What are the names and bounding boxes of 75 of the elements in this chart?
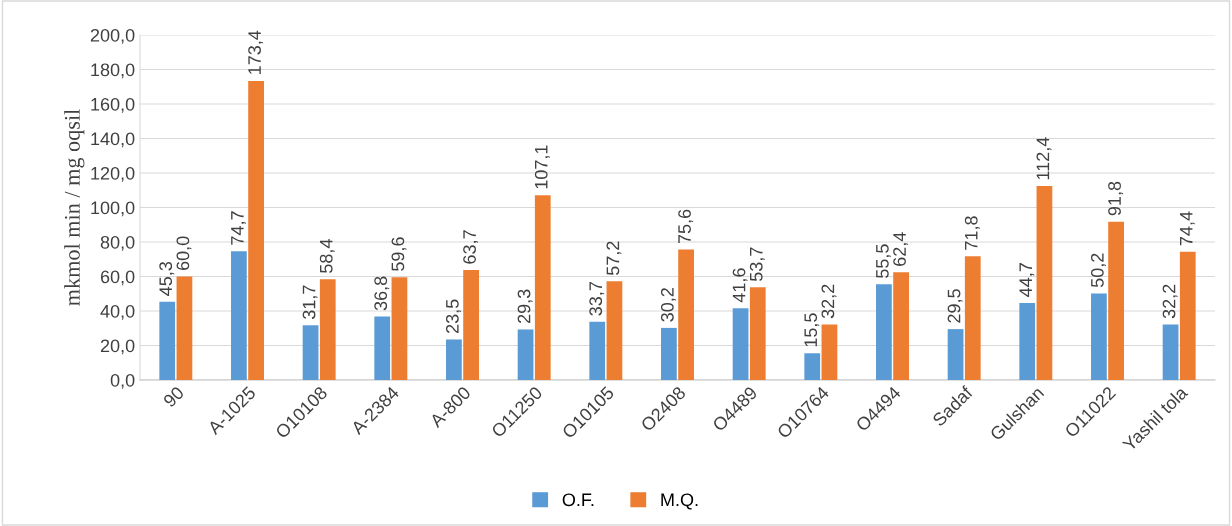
bar xyxy=(821,324,838,380)
data-label: 112,4 xyxy=(1036,137,1052,180)
data-label: 173,4 xyxy=(248,30,264,74)
data-label: 75,6 xyxy=(678,209,694,244)
bar xyxy=(876,284,892,380)
data-label: 60,0 xyxy=(176,236,192,271)
bar xyxy=(1019,302,1036,380)
bar xyxy=(1179,251,1196,380)
data-label: 29,5 xyxy=(947,289,963,323)
data-label: 71,8 xyxy=(964,216,980,250)
bar xyxy=(589,321,606,380)
bar xyxy=(534,195,551,380)
data-label: 58,4 xyxy=(319,239,335,273)
data-label: 50,2 xyxy=(1090,253,1106,288)
y-tick-label: 120,0 xyxy=(91,166,135,182)
data-label: 44,7 xyxy=(1019,263,1035,297)
y-axis-title: mkmol min / mg oqsil xyxy=(64,109,85,306)
y-tick-label: 80,0 xyxy=(100,235,135,251)
bar xyxy=(391,277,408,380)
bar xyxy=(804,353,821,380)
bar xyxy=(446,339,462,380)
bar xyxy=(1108,221,1124,380)
bar xyxy=(248,80,264,380)
legend-label: O.F. xyxy=(562,493,594,507)
data-label: 59,6 xyxy=(391,237,407,271)
data-label: 107,1 xyxy=(534,145,550,189)
data-label: 55,5 xyxy=(876,244,891,278)
bar xyxy=(231,251,247,380)
y-tick-label: 200,0 xyxy=(90,28,135,44)
data-label: 32,2 xyxy=(821,284,837,319)
data-label: 91,8 xyxy=(1108,181,1124,216)
data-label: 33,7 xyxy=(589,282,605,316)
y-tick-label: 140,0 xyxy=(91,132,135,148)
bar xyxy=(964,256,981,380)
y-tick-label: 20,0 xyxy=(100,339,135,355)
bar xyxy=(1036,186,1053,380)
data-label: 53,7 xyxy=(749,247,765,282)
data-label: 62,4 xyxy=(893,232,909,266)
bar xyxy=(176,276,193,380)
y-tick-label: 40,0 xyxy=(100,304,135,320)
data-label: 74,7 xyxy=(231,211,246,245)
data-label: 23,5 xyxy=(445,299,461,333)
bar xyxy=(1162,324,1179,380)
data-label: 32,2 xyxy=(1162,284,1178,319)
y-tick-label: 160,0 xyxy=(91,97,135,113)
bar xyxy=(749,287,766,380)
data-label: 29,3 xyxy=(517,289,533,323)
data-label: 36,8 xyxy=(374,276,390,311)
bar xyxy=(893,272,909,380)
y-tick-label: 60,0 xyxy=(100,270,135,286)
y-tick-label: 0,0 xyxy=(110,373,135,389)
bar xyxy=(517,329,534,380)
bar xyxy=(1091,293,1107,380)
data-label: 74,4 xyxy=(1180,211,1195,246)
bar xyxy=(606,281,623,380)
data-label: 41,6 xyxy=(732,268,748,303)
data-label: 45,3 xyxy=(159,261,175,296)
bar xyxy=(463,270,479,380)
bar xyxy=(159,301,176,380)
bar xyxy=(732,308,749,380)
data-label: 15,5 xyxy=(804,313,820,347)
bar xyxy=(319,279,336,380)
data-label: 57,2 xyxy=(606,241,622,276)
bar xyxy=(661,327,677,380)
data-label: 30,2 xyxy=(660,288,676,322)
data-label: 31,7 xyxy=(302,285,318,320)
bar xyxy=(302,325,319,380)
bar xyxy=(678,249,694,380)
bar xyxy=(374,316,391,380)
y-tick-label: 100,0 xyxy=(91,201,135,217)
x-tick-label: 90 xyxy=(162,385,185,408)
bar xyxy=(947,329,964,380)
y-tick-label: 180,0 xyxy=(91,63,135,79)
data-label: 63,7 xyxy=(463,230,479,264)
legend-label: M.Q. xyxy=(661,493,698,510)
